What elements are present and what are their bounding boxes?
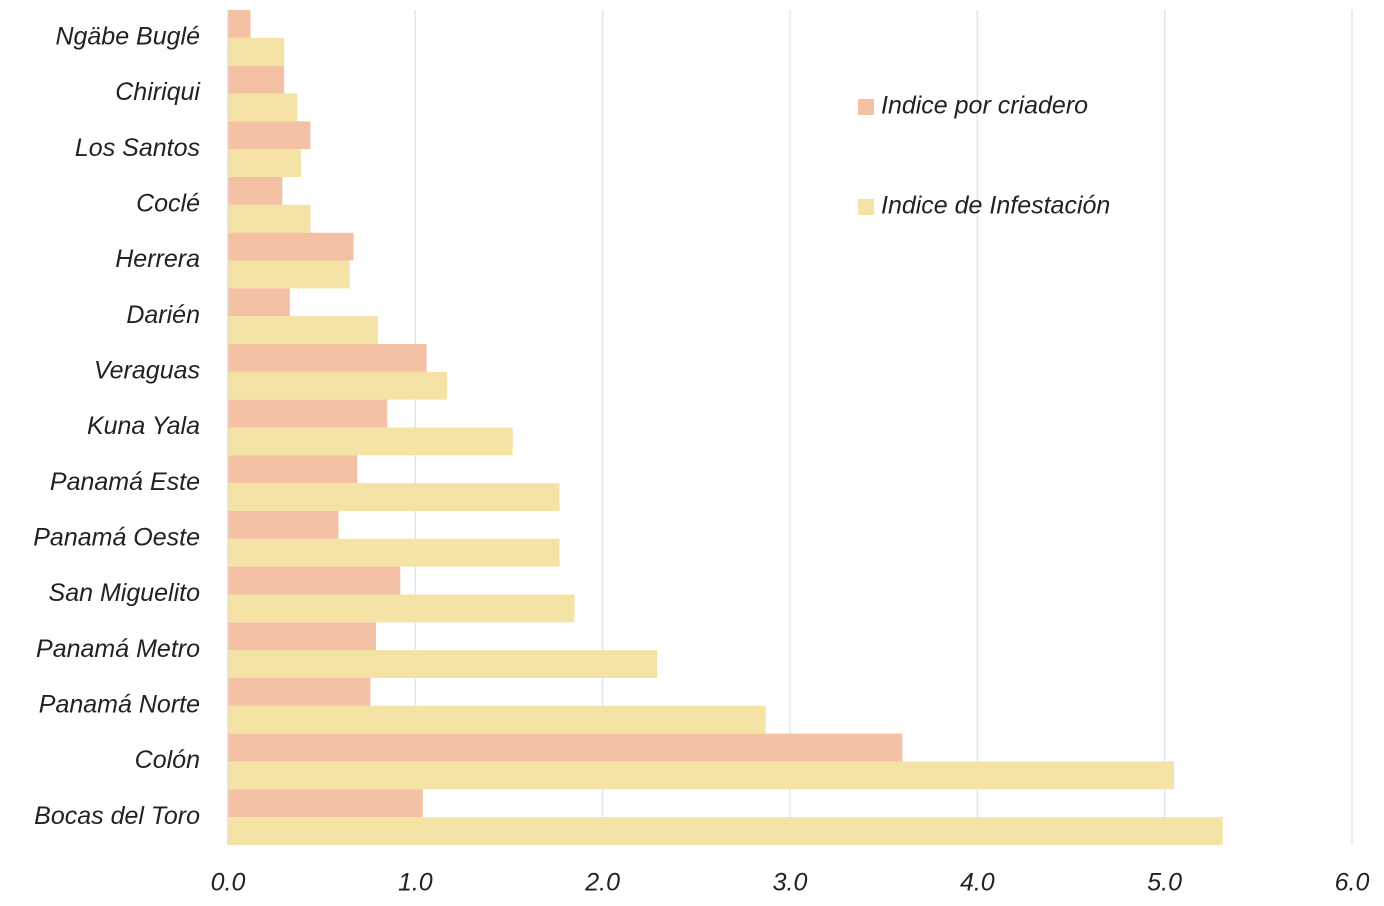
legend-label: Indice de Infestación <box>881 192 1110 220</box>
bar <box>228 65 285 94</box>
bar <box>228 149 302 177</box>
y-tick-label: Panamá Este <box>50 468 200 496</box>
y-tick-label: Ngäbe Buglé <box>55 22 200 50</box>
bar <box>228 733 903 762</box>
bar <box>228 622 376 651</box>
bar <box>228 761 1175 790</box>
y-tick-label: Coclé <box>136 189 200 217</box>
bar <box>228 10 251 38</box>
bar <box>228 483 560 511</box>
bar <box>228 705 766 734</box>
bar <box>228 260 350 289</box>
bar <box>228 316 378 344</box>
bar <box>228 817 1223 845</box>
bar <box>228 511 339 539</box>
bar <box>228 177 283 205</box>
legend-swatch <box>858 199 874 215</box>
bar <box>228 427 513 456</box>
bar <box>228 121 311 150</box>
y-tick-label: Chiriqui <box>115 78 201 106</box>
x-tick-label: 6.0 <box>1335 869 1370 897</box>
y-tick-label: Bocas del Toro <box>34 802 200 830</box>
x-tick-label: 2.0 <box>584 869 620 897</box>
bar <box>228 678 371 706</box>
y-tick-label: San Miguelito <box>49 579 201 607</box>
x-tick-label: 0.0 <box>211 869 246 897</box>
bar <box>228 399 388 428</box>
bar <box>228 288 290 317</box>
y-tick-label: Colón <box>135 746 200 774</box>
x-tick-label: 3.0 <box>773 869 808 897</box>
y-tick-label: Panamá Metro <box>36 635 200 663</box>
x-tick-label: 1.0 <box>398 869 433 897</box>
y-tick-label: Darién <box>126 301 200 329</box>
y-tick-label: Kuna Yala <box>87 412 200 440</box>
bar <box>228 204 311 233</box>
bar <box>228 455 358 484</box>
bar <box>228 566 401 595</box>
legend-label: Indice por criadero <box>881 92 1088 120</box>
y-tick-label: Veraguas <box>94 356 200 384</box>
x-tick-label: 5.0 <box>1147 869 1182 897</box>
bar <box>228 594 575 623</box>
bar <box>228 538 560 567</box>
bar <box>228 93 298 122</box>
bar <box>228 371 448 400</box>
y-tick-label: Panamá Oeste <box>33 523 200 551</box>
y-tick-label: Panamá Norte <box>39 690 200 718</box>
bar <box>228 344 427 372</box>
bar <box>228 232 354 261</box>
y-tick-label: Los Santos <box>75 134 200 162</box>
x-tick-label: 4.0 <box>960 869 995 897</box>
y-tick-label: Herrera <box>115 245 200 273</box>
bar <box>228 37 285 66</box>
legend-swatch <box>858 99 874 115</box>
bar <box>228 650 657 678</box>
bar <box>228 789 423 818</box>
